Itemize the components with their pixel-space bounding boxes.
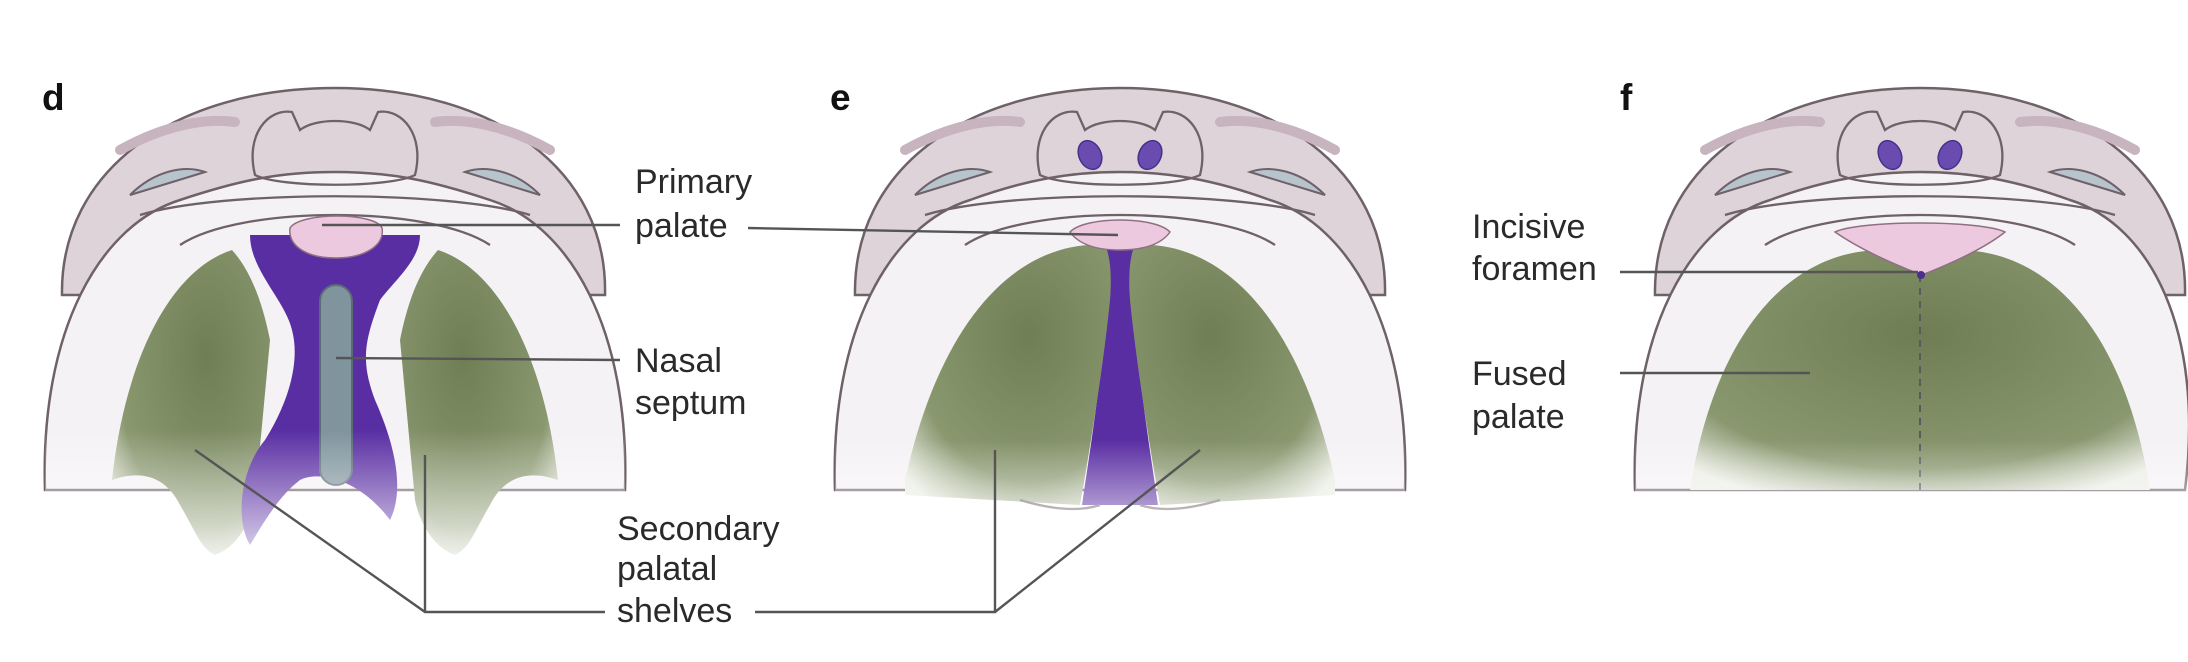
- label-nasal-septum-line1: Nasal: [635, 342, 722, 380]
- upper-lip-e: [964, 213, 1276, 246]
- brow-left-f: [1700, 115, 1825, 155]
- primary-palate-f: [1833, 222, 2007, 276]
- leader-nasal-septum: [335, 356, 621, 362]
- brow-right-d: [430, 115, 555, 155]
- nostril-left-e: [1077, 139, 1103, 171]
- fade-d: [45, 430, 625, 565]
- eye-left-e: [914, 168, 994, 196]
- label-nasal-septum: Nasal septum: [335, 342, 747, 422]
- incisive-foramen-dot-f: [1917, 271, 1925, 279]
- leader-primary-palate-e: [747, 226, 1119, 237]
- brow-right-e: [1215, 115, 1340, 155]
- label-fused-palate: Fused palate: [1472, 355, 1810, 436]
- eye-left-d: [129, 168, 209, 196]
- eye-right-e: [1246, 168, 1326, 196]
- label-secondary-line3: shelves: [617, 592, 732, 630]
- lip-curve-e: [924, 195, 1316, 217]
- panel-f: f: [1620, 77, 2188, 550]
- brow-left-d: [115, 115, 240, 155]
- nose-d: [251, 110, 419, 186]
- primary-palate-d: [289, 215, 383, 259]
- fade-e: [835, 440, 1405, 550]
- label-primary-palate: Primary palate: [322, 163, 1119, 245]
- label-fused-line2: palate: [1472, 398, 1565, 436]
- nostril-left-f: [1877, 139, 1903, 171]
- panel-e: e: [830, 77, 1407, 550]
- panel-letter-f: f: [1620, 77, 1633, 118]
- label-primary-palate-line1: Primary: [635, 163, 752, 201]
- upper-lip-f: [1764, 213, 2076, 246]
- label-primary-palate-line2: palate: [635, 207, 728, 245]
- panel-letter-d: d: [42, 77, 65, 118]
- lip-curve-f: [1724, 195, 2116, 217]
- brow-left-e: [900, 115, 1025, 155]
- label-secondary-line2: palatal: [617, 550, 717, 588]
- label-incisive-foramen: Incisive foramen: [1472, 208, 1918, 288]
- label-nasal-septum-line2: septum: [635, 384, 747, 422]
- upper-lip-d: [179, 213, 491, 246]
- panel-letter-e: e: [830, 77, 851, 118]
- label-secondary-line1: Secondary: [617, 510, 780, 548]
- eye-right-d: [461, 168, 541, 196]
- nostril-right-f: [1937, 139, 1963, 171]
- label-incisive-line1: Incisive: [1472, 208, 1585, 246]
- palatal-shelf-left-e: [905, 244, 1111, 505]
- palatal-shelf-right-e: [1129, 244, 1335, 505]
- eye-left-f: [1714, 168, 1794, 196]
- fade-f: [1635, 440, 2188, 550]
- eye-right-f: [2046, 168, 2126, 196]
- brow-right-f: [2015, 115, 2140, 155]
- nose-e: [1036, 110, 1204, 186]
- label-fused-line1: Fused: [1472, 355, 1567, 393]
- leader-secondary-d: [194, 449, 605, 614]
- lip-curve-d: [139, 195, 531, 217]
- nose-f: [1836, 110, 2004, 186]
- primary-palate-e: [1069, 219, 1171, 251]
- panel-d: d: [42, 77, 627, 565]
- leader-secondary-e: [755, 449, 1201, 614]
- label-secondary-shelves: Secondary palatal shelves: [194, 449, 1201, 630]
- label-incisive-line2: foramen: [1472, 250, 1597, 288]
- nostril-right-e: [1137, 139, 1163, 171]
